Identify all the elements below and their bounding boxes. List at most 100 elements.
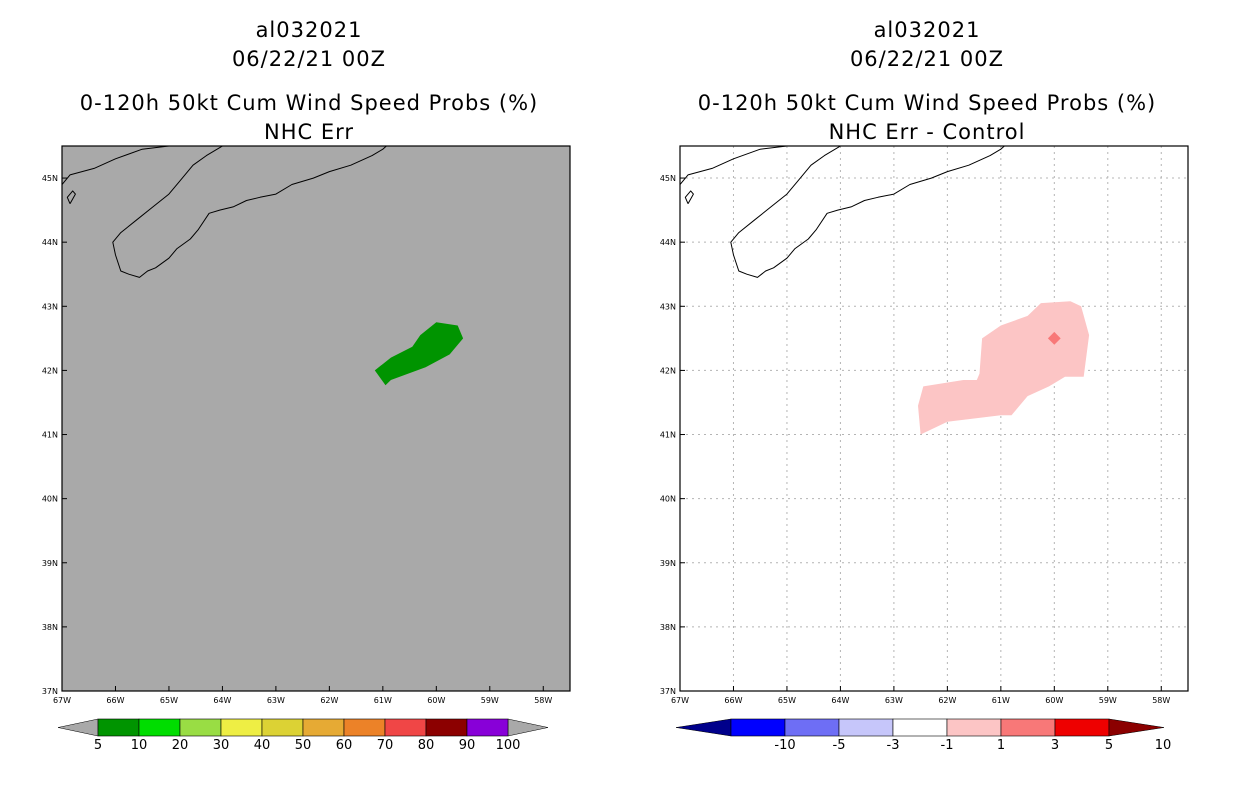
y-tick-label: 45N — [42, 174, 58, 183]
y-tick-label: 37N — [42, 687, 58, 696]
colorbar-extension-low — [675, 718, 732, 737]
colorbar-swatch — [261, 718, 304, 737]
colorbar-label: 80 — [418, 738, 435, 753]
colorbar-label: -3 — [887, 738, 900, 753]
x-tick-label: 60W — [1045, 696, 1063, 705]
colorbar-label: 30 — [213, 738, 230, 753]
colorbar-label: 90 — [459, 738, 476, 753]
colorbar-label: 60 — [336, 738, 353, 753]
colorbar-swatch — [302, 718, 345, 737]
colorbar-swatch — [425, 718, 468, 737]
datetime-title: 06/22/21 00Z — [231, 47, 387, 71]
y-tick-label: 38N — [42, 623, 58, 632]
y-tick-label: 39N — [42, 559, 58, 568]
colorbar-label: 1 — [997, 738, 1005, 753]
colorbar-swatch — [838, 718, 894, 737]
coastline-gulf-of-maine-shore — [62, 146, 173, 185]
datetime-title: 06/22/21 00Z — [849, 47, 1005, 71]
colorbar-extension-low — [57, 718, 99, 737]
right-map-svg: 67W 66W 65W 64W 63W 62W 61W 60W 59W 58W 37N 38N 39N… — [660, 114, 1189, 753]
coastline-gulf-of-maine-shore — [680, 146, 791, 185]
colorbar-label: 20 — [172, 738, 189, 753]
colorbar-extension-high — [507, 718, 549, 737]
colorbar-label: 100 — [496, 738, 521, 753]
product-title: 0-120h 50kt Cum Wind Speed Probs (%) — [79, 91, 539, 115]
colorbar-extension-high — [1108, 718, 1165, 737]
x-tick-label: 64W — [213, 696, 231, 705]
colorbar-swatch — [784, 718, 840, 737]
coastline-nova-scotia-south-shore — [115, 146, 388, 278]
storm-id-title: al032021 — [873, 18, 981, 42]
y-tick-label: 39N — [660, 559, 676, 568]
y-tick-label: 42N — [42, 366, 58, 375]
y-tick-label: 41N — [42, 431, 58, 440]
y-tick-label: 42N — [660, 366, 676, 375]
x-tick-label: 64W — [831, 696, 849, 705]
coastline-northumberland-shore — [212, 114, 394, 140]
colorbar-swatch — [220, 718, 263, 737]
probability-region — [374, 322, 464, 386]
y-tick-label: 44N — [42, 238, 58, 247]
colorbar-label: 10 — [1155, 738, 1172, 753]
x-tick-label: 58W — [534, 696, 552, 705]
colorbar-swatch — [1054, 718, 1110, 737]
left-map-svg: 67W 66W 65W 64W 63W 62W 61W 60W 59W 58W 37N 38N 39N… — [42, 114, 571, 753]
colorbar-swatch — [97, 718, 140, 737]
probability-region — [1047, 331, 1061, 345]
y-tick-label: 44N — [660, 238, 676, 247]
y-tick-label: 40N — [42, 495, 58, 504]
x-tick-label: 58W — [1152, 696, 1170, 705]
y-tick-label: 38N — [660, 623, 676, 632]
x-tick-label: 60W — [427, 696, 445, 705]
x-tick-label: 66W — [724, 696, 742, 705]
map-frame — [61, 145, 571, 692]
y-tick-label: 37N — [660, 687, 676, 696]
left-map-panel: al032021 06/22/21 00Z 0-120h 50kt Cum Wi… — [42, 18, 571, 753]
x-tick-label: 67W — [53, 696, 71, 705]
x-tick-label: 65W — [160, 696, 178, 705]
x-tick-label: 63W — [267, 696, 285, 705]
colorbar-swatch — [138, 718, 181, 737]
x-tick-label: 59W — [1099, 696, 1117, 705]
map-frame — [679, 145, 1189, 692]
colorbar-swatch — [466, 718, 509, 737]
colorbar-label: 50 — [295, 738, 312, 753]
colorbar-swatch — [1000, 718, 1056, 737]
y-tick-label: 45N — [660, 174, 676, 183]
x-tick-label: 59W — [481, 696, 499, 705]
x-tick-label: 62W — [320, 696, 338, 705]
colorbar-label: 5 — [94, 738, 102, 753]
colorbar-swatch — [946, 718, 1002, 737]
colorbar-swatch — [730, 718, 786, 737]
colorbar-swatch — [384, 718, 427, 737]
colorbar-label: -10 — [774, 738, 795, 753]
x-tick-label: 65W — [778, 696, 796, 705]
colorbar-label: -1 — [941, 738, 954, 753]
coastline-northumberland-shore — [830, 114, 1012, 140]
colorbar-label: -5 — [833, 738, 846, 753]
colorbar-swatch — [343, 718, 386, 737]
y-tick-label: 40N — [660, 495, 676, 504]
subtitle: NHC Err - Control — [828, 120, 1026, 144]
x-tick-label: 63W — [885, 696, 903, 705]
colorbar-label: 40 — [254, 738, 271, 753]
colorbar-swatch — [179, 718, 222, 737]
probability-region — [918, 301, 1090, 435]
map-background — [62, 146, 570, 691]
colorbar-label: 70 — [377, 738, 394, 753]
colorbar-label: 10 — [131, 738, 148, 753]
y-tick-label: 41N — [660, 431, 676, 440]
x-tick-label: 61W — [374, 696, 392, 705]
coastline-nova-scotia-fundy-shore — [730, 146, 842, 256]
coastline-grand-manan — [684, 190, 694, 204]
coastline-nova-scotia-fundy-shore — [112, 146, 224, 256]
x-tick-label: 66W — [106, 696, 124, 705]
right-map-panel: al032021 06/22/21 00Z 0-120h 50kt Cum Wi… — [618, 0, 1236, 800]
product-title: 0-120h 50kt Cum Wind Speed Probs (%) — [697, 91, 1157, 115]
y-tick-label: 43N — [42, 302, 58, 311]
coastline-nova-scotia-south-shore — [733, 146, 1006, 278]
x-tick-label: 62W — [938, 696, 956, 705]
subtitle: NHC Err — [263, 120, 354, 144]
x-tick-label: 67W — [671, 696, 689, 705]
x-tick-label: 61W — [992, 696, 1010, 705]
